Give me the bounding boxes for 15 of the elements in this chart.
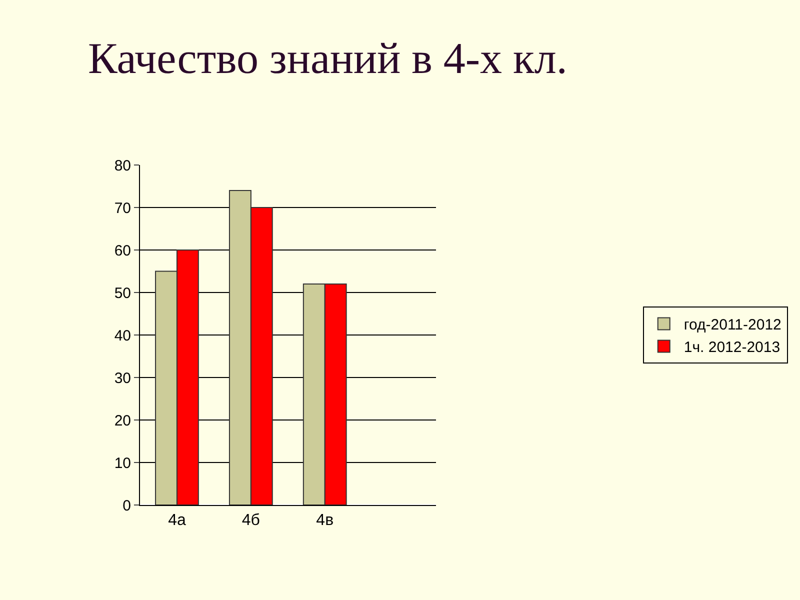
y-tick-label: 80 <box>114 157 131 174</box>
y-tick-label: 0 <box>122 497 131 514</box>
legend-label: 1ч. 2012-2013 <box>684 339 780 356</box>
y-tick-label: 30 <box>114 370 131 387</box>
x-tick-label: 4в <box>316 512 334 530</box>
legend-label: год-2011-2012 <box>684 316 782 334</box>
x-tick-label: 4а <box>168 512 186 530</box>
y-tick-label: 10 <box>114 454 131 472</box>
y-tick-label: 60 <box>114 242 131 260</box>
y-tick-label: 20 <box>114 412 131 430</box>
chart-title: Качество знаний в 4-х кл. <box>88 34 568 83</box>
y-tick-label: 70 <box>114 200 131 217</box>
y-tick-label: 50 <box>114 284 131 302</box>
x-tick-label: 4б <box>242 512 260 530</box>
y-tick-label: 40 <box>114 327 131 344</box>
